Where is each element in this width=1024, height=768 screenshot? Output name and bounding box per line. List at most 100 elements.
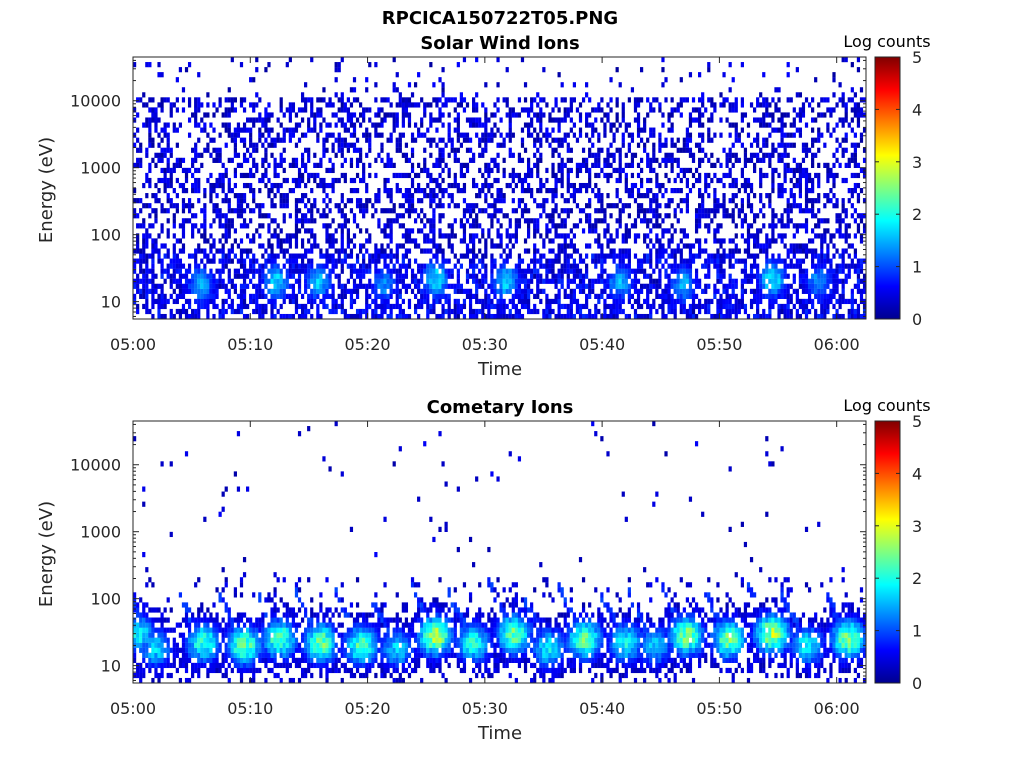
heatmap-cell — [600, 218, 604, 224]
heatmap-cell — [545, 278, 549, 284]
heatmap-cell — [334, 238, 338, 244]
heatmap-cell — [740, 258, 744, 264]
heatmap-cell — [548, 188, 552, 194]
heatmap-cell — [233, 208, 237, 214]
heatmap-cell — [545, 273, 549, 279]
heatmap-cell — [554, 97, 558, 103]
heatmap-cell — [817, 218, 821, 224]
heatmap-cell — [526, 293, 531, 299]
heatmap-cell — [694, 238, 699, 244]
heatmap-cell — [267, 162, 271, 168]
heatmap-cell — [639, 283, 644, 289]
heatmap-cell — [426, 313, 430, 320]
heatmap-cell — [643, 122, 647, 128]
heatmap-cell — [649, 218, 653, 224]
heatmap-cell — [337, 208, 341, 214]
heatmap-cell — [551, 147, 555, 153]
heatmap-cell — [664, 142, 668, 148]
heatmap-cell — [371, 288, 375, 294]
heatmap-cell — [646, 243, 650, 249]
heatmap-cell — [255, 57, 259, 63]
heatmap-cell — [719, 308, 723, 315]
heatmap-cell — [429, 248, 433, 254]
heatmap-cell — [811, 203, 815, 209]
heatmap-cell — [218, 278, 222, 284]
heatmap-cell — [178, 238, 183, 244]
heatmap-cell — [746, 132, 751, 138]
heatmap-cell — [548, 278, 552, 284]
heatmap-cell — [242, 122, 247, 128]
heatmap-cell — [636, 172, 641, 179]
heatmap-cell — [673, 303, 677, 310]
heatmap-cell — [536, 92, 540, 98]
heatmap-cell — [386, 293, 390, 299]
heatmap-cell — [685, 288, 689, 294]
heatmap-cell — [319, 278, 323, 284]
heatmap-cell — [233, 147, 237, 153]
heatmap-cell — [798, 283, 803, 289]
heatmap-cell — [322, 253, 326, 259]
heatmap-cell — [496, 288, 500, 294]
heatmap-cell — [472, 258, 476, 264]
heatmap-cell — [801, 273, 806, 279]
heatmap-cell — [804, 152, 809, 158]
heatmap-cell — [435, 273, 439, 279]
heatmap-cell — [514, 293, 518, 299]
heatmap-cell — [811, 248, 815, 254]
heatmap-cell — [679, 97, 683, 103]
heatmap-cell — [643, 193, 647, 199]
heatmap-cell — [407, 203, 412, 209]
heatmap-cell — [142, 122, 146, 128]
heatmap-cell — [462, 97, 467, 103]
heatmap-cell — [203, 188, 207, 194]
heatmap-cell — [340, 308, 344, 315]
heatmap-cell — [218, 132, 222, 138]
heatmap-cell — [664, 258, 668, 264]
heatmap-cell — [203, 248, 207, 254]
heatmap-cell — [407, 172, 412, 179]
heatmap-cell — [297, 122, 302, 128]
heatmap-cell — [184, 67, 189, 73]
heatmap-cell — [756, 268, 760, 274]
heatmap-cell — [374, 303, 378, 310]
heatmap-cell — [603, 288, 607, 294]
heatmap-cell — [725, 298, 729, 305]
heatmap-cell — [160, 102, 164, 108]
heatmap-cell — [282, 127, 286, 133]
heatmap-cell — [591, 127, 595, 133]
heatmap-cell — [627, 193, 631, 199]
heatmap-cell — [508, 223, 512, 229]
heatmap-cell — [811, 127, 815, 133]
heatmap-cell — [646, 218, 650, 224]
heatmap-cell — [304, 303, 308, 310]
heatmap-cell — [294, 263, 299, 269]
heatmap-cell — [194, 177, 198, 184]
heatmap-cell — [624, 127, 628, 133]
heatmap-cell — [823, 283, 827, 289]
heatmap-cell — [319, 97, 323, 103]
heatmap-cell — [759, 288, 763, 294]
heatmap-cell — [768, 258, 772, 264]
heatmap-cell — [148, 167, 152, 174]
heatmap-cell — [472, 203, 476, 209]
heatmap-cell — [420, 248, 424, 254]
heatmap-cell — [413, 258, 418, 264]
heatmap-cell — [581, 258, 586, 264]
heatmap-cell — [340, 137, 344, 143]
heatmap-cell — [459, 188, 463, 194]
heatmap-cell — [435, 293, 439, 299]
heatmap-cell — [395, 303, 399, 310]
heatmap-cell — [731, 308, 735, 315]
heatmap-cell — [713, 102, 717, 108]
heatmap-cell — [817, 263, 821, 269]
heatmap-cell — [749, 273, 754, 279]
heatmap-cell — [569, 263, 573, 269]
heatmap-cell — [649, 253, 653, 259]
heatmap-cell — [429, 218, 433, 224]
heatmap-cell — [206, 308, 210, 315]
heatmap-cell — [166, 157, 170, 163]
heatmap-cell — [780, 233, 784, 239]
heatmap-cell — [255, 92, 259, 98]
heatmap-cell — [355, 288, 360, 294]
heatmap-cell — [404, 107, 409, 113]
